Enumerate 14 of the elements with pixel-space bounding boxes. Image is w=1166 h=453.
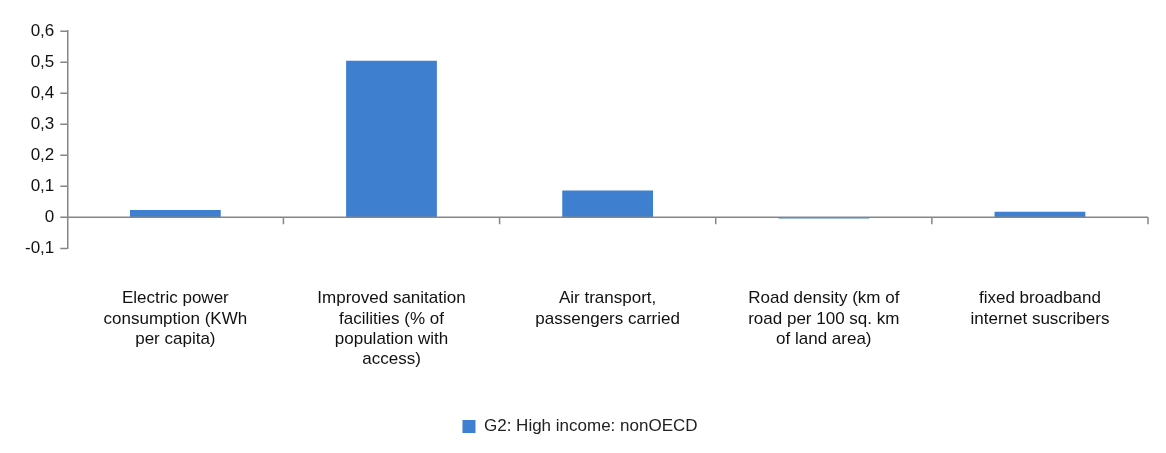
y-tick-label: -0,1 <box>25 238 55 258</box>
y-tick-label: 0,4 <box>30 82 55 102</box>
x-tick-label: Road density (km of road per 100 sq. km of land area) <box>748 288 900 349</box>
y-tick-label: 0,3 <box>30 113 55 133</box>
x-tick-label: Electric power consumption (KWh per capita) <box>103 288 248 349</box>
x-tick-label: fixed broadband internet suscribers <box>970 288 1110 328</box>
y-tick-label: 0,5 <box>30 51 55 71</box>
y-tick-label: 0,1 <box>30 176 55 196</box>
y-tick-label: 0 <box>44 207 55 227</box>
x-tick-label: Improved sanitation facilities (% of population with access) <box>317 288 466 369</box>
x-tick-label: Air transport, passengers carried <box>535 288 680 328</box>
y-tick-label: 0,6 <box>30 20 55 40</box>
legend-label: G2: High income: nonOECD <box>483 416 698 436</box>
y-tick-label: 0,2 <box>30 145 55 164</box>
